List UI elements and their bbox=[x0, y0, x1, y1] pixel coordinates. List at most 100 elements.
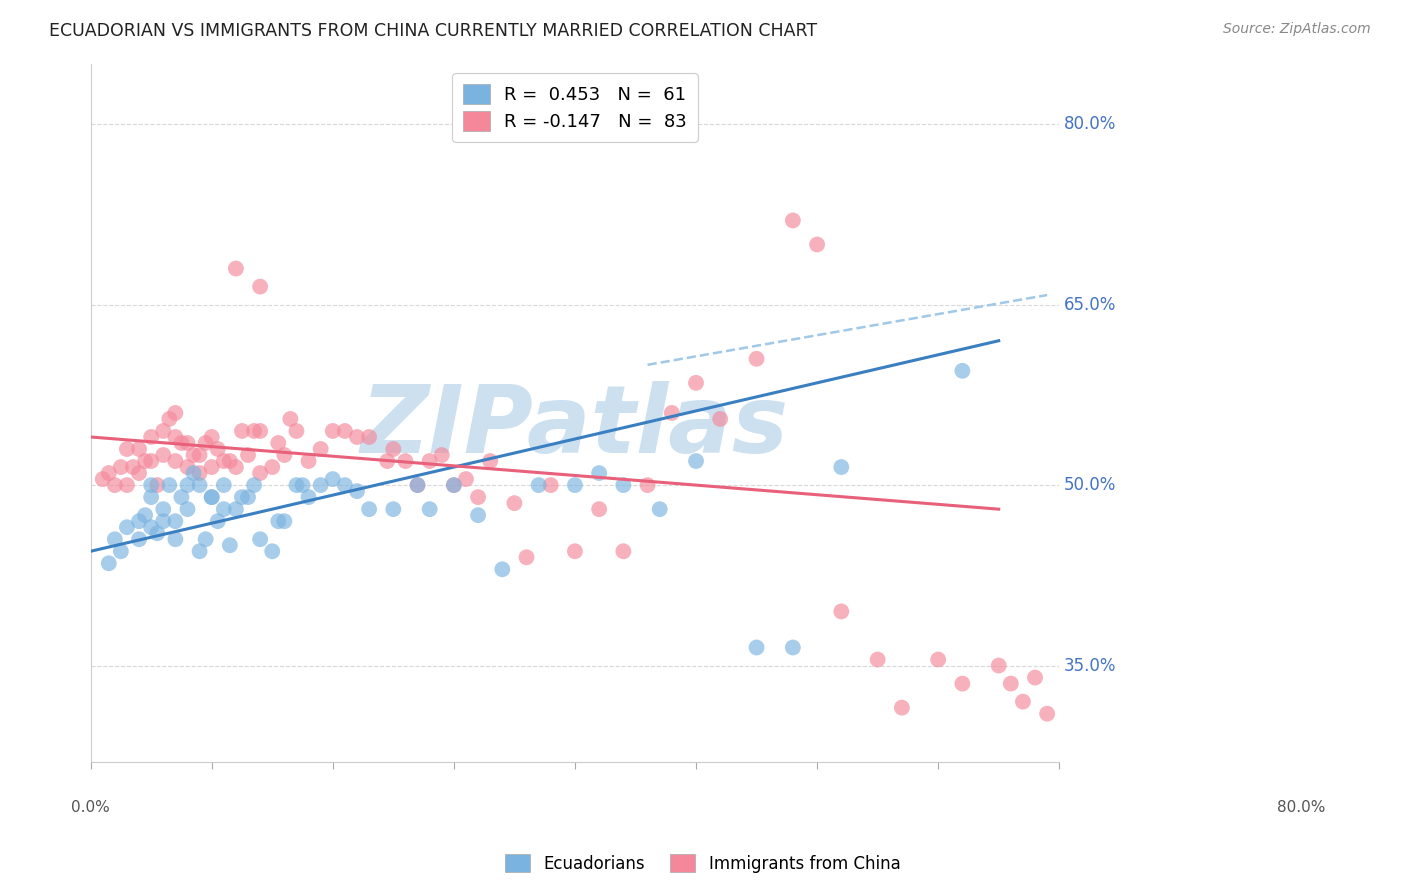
Point bbox=[134, 508, 156, 523]
Point bbox=[637, 478, 659, 492]
Point bbox=[564, 544, 586, 558]
Point bbox=[91, 472, 114, 486]
Point bbox=[346, 430, 368, 444]
Text: Source: ZipAtlas.com: Source: ZipAtlas.com bbox=[1223, 22, 1371, 37]
Point bbox=[236, 490, 259, 504]
Point bbox=[104, 478, 127, 492]
Point bbox=[745, 351, 768, 366]
Point bbox=[419, 454, 441, 468]
Point bbox=[141, 454, 163, 468]
Point bbox=[134, 454, 156, 468]
Point bbox=[152, 502, 174, 516]
Point bbox=[122, 460, 145, 475]
Point bbox=[291, 478, 314, 492]
Point bbox=[165, 454, 187, 468]
Text: 80.0%: 80.0% bbox=[1277, 800, 1326, 815]
Point bbox=[309, 442, 332, 456]
Point bbox=[890, 700, 912, 714]
Point bbox=[128, 514, 150, 528]
Point bbox=[201, 460, 224, 475]
Point bbox=[243, 424, 266, 438]
Point bbox=[564, 478, 586, 492]
Point bbox=[419, 502, 441, 516]
Point bbox=[188, 544, 211, 558]
Point bbox=[146, 478, 169, 492]
Point bbox=[194, 533, 217, 547]
Point bbox=[375, 454, 398, 468]
Point bbox=[262, 544, 284, 558]
Point bbox=[285, 478, 308, 492]
Point bbox=[152, 448, 174, 462]
Point bbox=[685, 454, 707, 468]
Point bbox=[110, 460, 132, 475]
Point bbox=[1012, 695, 1035, 709]
Point bbox=[201, 490, 224, 504]
Point bbox=[249, 279, 271, 293]
Point bbox=[188, 478, 211, 492]
Point bbox=[176, 478, 198, 492]
Point bbox=[322, 424, 344, 438]
Point bbox=[128, 466, 150, 480]
Point bbox=[648, 502, 671, 516]
Point bbox=[201, 490, 224, 504]
Point bbox=[152, 514, 174, 528]
Text: 80.0%: 80.0% bbox=[1064, 115, 1116, 133]
Point bbox=[830, 604, 852, 618]
Point bbox=[359, 502, 381, 516]
Point bbox=[280, 412, 302, 426]
Text: 35.0%: 35.0% bbox=[1064, 657, 1116, 674]
Point bbox=[527, 478, 550, 492]
Point bbox=[782, 213, 804, 227]
Point bbox=[612, 478, 634, 492]
Point bbox=[110, 544, 132, 558]
Point bbox=[267, 514, 290, 528]
Point bbox=[141, 520, 163, 534]
Point bbox=[115, 520, 138, 534]
Point bbox=[333, 424, 356, 438]
Point bbox=[430, 448, 453, 462]
Point bbox=[249, 466, 271, 480]
Point bbox=[322, 472, 344, 486]
Point bbox=[709, 412, 731, 426]
Point bbox=[806, 237, 828, 252]
Text: 50.0%: 50.0% bbox=[1064, 476, 1116, 494]
Point bbox=[165, 430, 187, 444]
Point bbox=[1036, 706, 1059, 721]
Point bbox=[382, 502, 405, 516]
Point bbox=[249, 533, 271, 547]
Point bbox=[661, 406, 683, 420]
Point bbox=[207, 442, 229, 456]
Point bbox=[207, 514, 229, 528]
Point bbox=[467, 508, 489, 523]
Point bbox=[152, 424, 174, 438]
Point bbox=[97, 556, 120, 570]
Point bbox=[612, 544, 634, 558]
Point bbox=[165, 514, 187, 528]
Point bbox=[104, 533, 127, 547]
Point bbox=[183, 466, 205, 480]
Point bbox=[866, 652, 889, 666]
Legend: Ecuadorians, Immigrants from China: Ecuadorians, Immigrants from China bbox=[499, 847, 907, 880]
Point bbox=[218, 538, 240, 552]
Point bbox=[406, 478, 429, 492]
Point bbox=[201, 430, 224, 444]
Point bbox=[454, 472, 477, 486]
Point bbox=[588, 502, 610, 516]
Point bbox=[170, 436, 193, 450]
Point bbox=[262, 460, 284, 475]
Point bbox=[267, 436, 290, 450]
Point bbox=[830, 460, 852, 475]
Point bbox=[950, 364, 973, 378]
Text: ZIPatlas: ZIPatlas bbox=[361, 381, 789, 473]
Point bbox=[225, 460, 247, 475]
Point bbox=[231, 490, 253, 504]
Point bbox=[231, 424, 253, 438]
Point bbox=[297, 454, 319, 468]
Point bbox=[394, 454, 416, 468]
Point bbox=[176, 436, 198, 450]
Point bbox=[225, 502, 247, 516]
Point bbox=[503, 496, 526, 510]
Point bbox=[165, 406, 187, 420]
Point bbox=[443, 478, 465, 492]
Point bbox=[285, 424, 308, 438]
